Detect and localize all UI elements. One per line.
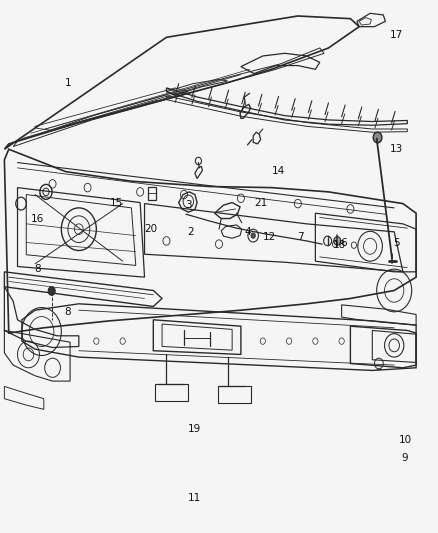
Circle shape [334,237,341,245]
Circle shape [373,132,382,143]
Text: 15: 15 [110,198,123,207]
Text: 20: 20 [145,224,158,234]
Circle shape [251,233,255,238]
Text: 5: 5 [393,238,400,247]
Text: 13: 13 [390,144,403,154]
Text: 14: 14 [272,166,285,175]
Text: 4: 4 [244,227,251,237]
Bar [218,386,251,403]
Text: 3: 3 [185,200,192,210]
Text: 12: 12 [263,232,276,242]
Circle shape [48,287,55,295]
Text: 11: 11 [188,494,201,503]
Text: 16: 16 [31,214,44,223]
Text: 17: 17 [390,30,403,39]
Text: 1: 1 [64,78,71,87]
Bar [155,384,188,401]
Text: 10: 10 [399,435,412,445]
Text: 8: 8 [34,264,41,274]
Text: 21: 21 [254,198,267,207]
Text: 2: 2 [187,227,194,237]
Text: 7: 7 [297,232,304,242]
Text: 19: 19 [188,424,201,434]
Text: 8: 8 [64,307,71,317]
Text: 18: 18 [333,240,346,250]
Bar [148,187,156,200]
Text: 6: 6 [340,238,347,247]
Text: 9: 9 [402,454,409,463]
